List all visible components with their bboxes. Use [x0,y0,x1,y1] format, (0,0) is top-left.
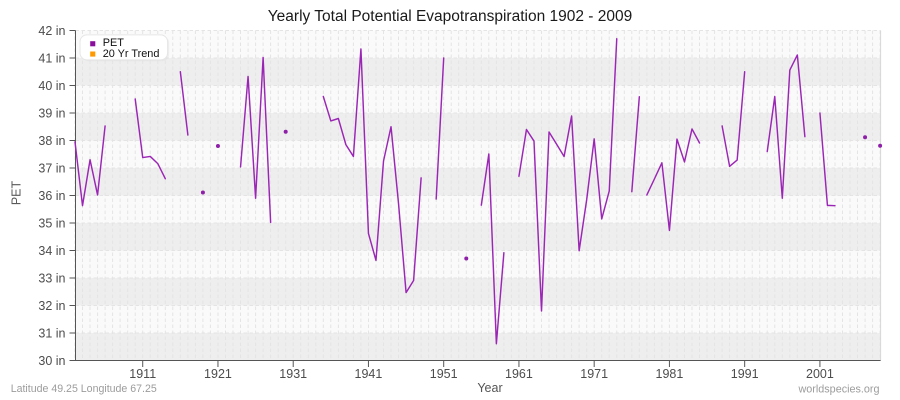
svg-text:1911: 1911 [129,367,156,381]
svg-text:1941: 1941 [355,367,383,381]
svg-text:worldspecies.org: worldspecies.org [797,383,879,395]
svg-text:42 in: 42 in [38,24,65,38]
svg-text:33 in: 33 in [38,271,65,285]
svg-text:37 in: 37 in [38,161,65,175]
svg-text:1921: 1921 [204,367,232,381]
svg-text:Year: Year [477,381,502,395]
svg-text:34 in: 34 in [38,244,65,258]
svg-text:Yearly Total Potential Evapotr: Yearly Total Potential Evapotranspiratio… [268,8,633,25]
svg-text:PET: PET [10,180,24,205]
svg-text:38 in: 38 in [38,134,65,148]
svg-text:31 in: 31 in [38,326,65,340]
svg-text:20 Yr Trend: 20 Yr Trend [103,48,160,60]
svg-text:36 in: 36 in [38,189,65,203]
svg-text:1991: 1991 [731,367,759,381]
svg-text:1961: 1961 [505,367,533,381]
svg-text:1971: 1971 [580,367,608,381]
svg-text:2001: 2001 [806,367,834,381]
svg-text:1951: 1951 [430,367,458,381]
svg-text:40 in: 40 in [38,79,65,93]
svg-text:39 in: 39 in [38,106,65,120]
svg-text:Latitude 49.25 Longitude 67.25: Latitude 49.25 Longitude 67.25 [11,383,157,395]
svg-text:PET: PET [103,37,125,49]
svg-text:30 in: 30 in [38,354,65,368]
svg-text:41 in: 41 in [38,51,65,65]
svg-text:35 in: 35 in [38,216,65,230]
svg-text:1981: 1981 [656,367,684,381]
svg-text:32 in: 32 in [38,299,65,313]
svg-text:1931: 1931 [279,367,307,381]
